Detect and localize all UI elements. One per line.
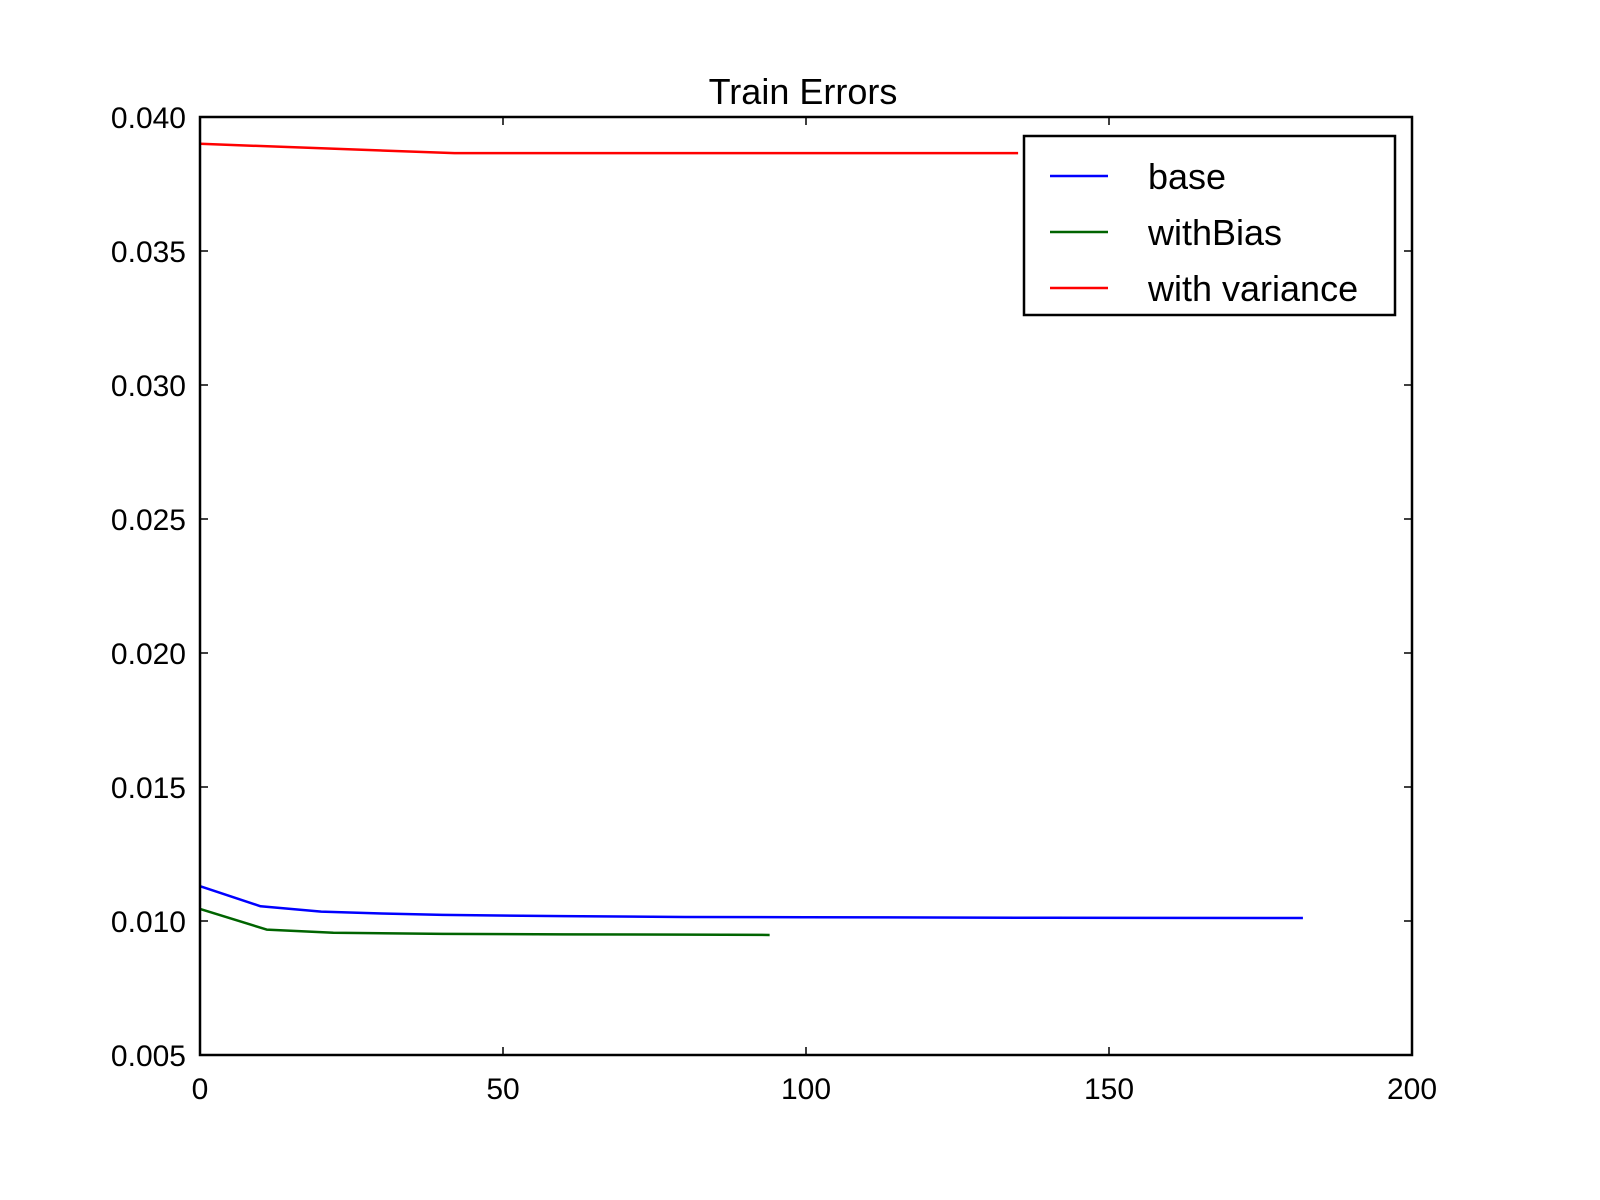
series-line-withbias	[199, 907, 770, 937]
x-tick-label: 150	[1084, 1073, 1134, 1106]
axes-layer: 0 50 100 150 200 0.005 0.010 0.015 0.020 0.025 0.0…	[111, 102, 1437, 1106]
y-tick-label: 0.005	[111, 1040, 186, 1073]
legend-label: base	[1148, 156, 1226, 197]
series-line-base	[199, 884, 1303, 920]
y-tick-label: 0.015	[111, 772, 186, 805]
legend: base withBias with variance	[1022, 134, 1397, 317]
series-line-with-variance	[199, 142, 1019, 155]
x-tick-label: 100	[781, 1073, 831, 1106]
chart-title: Train Errors	[709, 71, 898, 112]
series-layer	[199, 142, 1303, 937]
y-tick-label: 0.010	[111, 906, 186, 939]
x-tick-label: 50	[486, 1073, 519, 1106]
y-tick-label: 0.035	[111, 236, 186, 269]
legend-box	[1022, 134, 1397, 317]
x-tick-label: 0	[192, 1073, 209, 1106]
x-tick-label: 200	[1387, 1073, 1437, 1106]
y-tick-label: 0.020	[111, 638, 186, 671]
y-tick-label: 0.040	[111, 102, 186, 135]
legend-label: with variance	[1147, 268, 1358, 309]
y-tick-label: 0.030	[111, 370, 186, 403]
legend-label: withBias	[1147, 212, 1282, 253]
y-tick-label: 0.025	[111, 504, 186, 537]
